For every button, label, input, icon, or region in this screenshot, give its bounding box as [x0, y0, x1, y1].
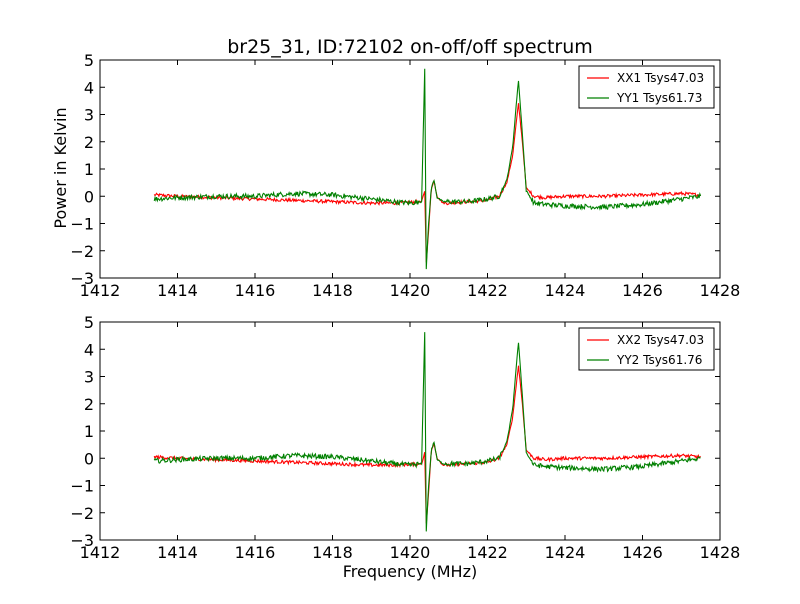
y-tick-label: 2	[84, 395, 94, 414]
x-tick-label: 1424	[545, 281, 586, 300]
y-tick-label: 3	[84, 368, 94, 387]
legend: XX1 Tsys47.03 YY1 Tsys61.73	[578, 65, 715, 109]
y-tick-label: 1	[84, 422, 94, 441]
series-line-yy	[153, 332, 701, 532]
x-tick-label: 1426	[622, 543, 663, 562]
y-tick-label: 4	[84, 78, 94, 97]
legend-label: YY1 Tsys61.73	[616, 91, 702, 105]
y-tick-label: 0	[84, 187, 94, 206]
series-line-yy	[153, 68, 702, 270]
x-tick-label: 1428	[700, 543, 741, 562]
x-tick-label: 1416	[235, 281, 276, 300]
y-tick-label: 0	[84, 449, 94, 468]
subplot-bottom: 1412 1414 1416 1418 1420 1422 1424 1426 1428−3−2…	[70, 313, 740, 562]
x-tick-label: 1426	[622, 281, 663, 300]
y-tick-label: 2	[84, 133, 94, 152]
x-tick-label: 1416	[235, 543, 276, 562]
chart-title: br25_31, ID:72102 on-off/off spectrum	[227, 36, 593, 58]
x-tick-label: 1414	[157, 281, 198, 300]
x-tick-label: 1420	[390, 281, 431, 300]
y-tick-label: −1	[70, 215, 94, 234]
x-tick-label: 1422	[467, 281, 508, 300]
y-tick-label: 3	[84, 106, 94, 125]
subplot-top: 1412 1414 1416 1418 1420 1422 1424 1426 1428−3−2…	[70, 51, 740, 300]
y-tick-label: 4	[84, 340, 94, 359]
y-tick-label: 1	[84, 160, 94, 179]
legend-box	[578, 65, 715, 109]
x-tick-label: 1412	[80, 543, 121, 562]
legend: XX2 Tsys47.03 YY2 Tsys61.76	[578, 327, 715, 371]
series-group	[153, 332, 701, 532]
x-tick-label: 1422	[467, 543, 508, 562]
x-axis-label: Frequency (MHz)	[343, 562, 477, 581]
legend-label: XX1 Tsys47.03	[617, 71, 704, 85]
y-tick-label: 5	[84, 51, 94, 70]
y-tick-label: −3	[70, 531, 94, 550]
x-tick-label: 1418	[312, 543, 353, 562]
x-tick-label: 1428	[700, 281, 741, 300]
legend-label: XX2 Tsys47.03	[617, 333, 704, 347]
y-tick-label: −3	[70, 269, 94, 288]
y-tick-label: 5	[84, 313, 94, 332]
x-tick-label: 1420	[390, 543, 431, 562]
y-axis-label: Power in Kelvin	[51, 107, 70, 228]
x-tick-label: 1412	[80, 281, 121, 300]
legend-box	[578, 327, 715, 371]
legend-label: YY2 Tsys61.76	[616, 353, 702, 367]
x-tick-label: 1424	[545, 543, 586, 562]
x-tick-label: 1418	[312, 281, 353, 300]
y-tick-label: −1	[70, 477, 94, 496]
y-tick-label: −2	[70, 242, 94, 261]
series-group	[153, 68, 702, 270]
y-tick-label: −2	[70, 504, 94, 523]
x-tick-label: 1414	[157, 543, 198, 562]
